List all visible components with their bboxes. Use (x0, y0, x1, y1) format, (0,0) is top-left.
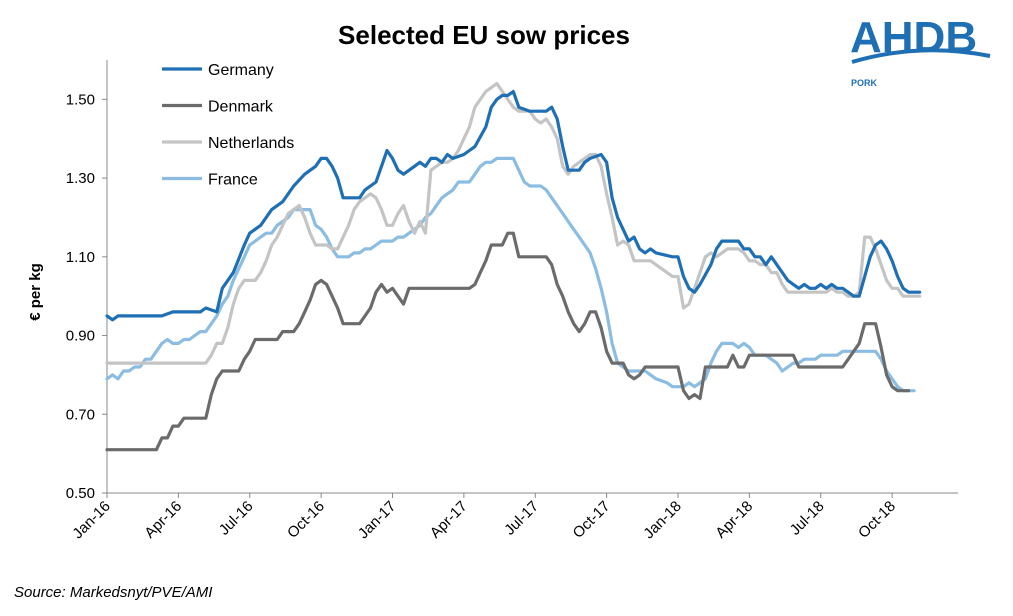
logo-text: AHDB (850, 13, 977, 62)
chart-title: Selected EU sow prices (338, 20, 630, 50)
legend-label-germany: Germany (208, 62, 274, 79)
legend-label-denmark: Denmark (208, 99, 274, 116)
series-line-denmark (105, 231, 911, 452)
x-tick-label: Jul-17 (501, 498, 542, 539)
source-note: Source: Markedsnyt/PVE/AMI (14, 584, 212, 601)
series-line-france (105, 156, 916, 393)
x-tick-label: Jul-18 (787, 498, 828, 539)
x-tick-label: Apr-16 (141, 498, 185, 542)
x-tick-label: Jan-16 (69, 498, 113, 542)
logo-subtext: PORK (851, 78, 878, 88)
x-tick-label: Jan-18 (640, 498, 684, 542)
x-tick-label: Apr-18 (712, 498, 756, 542)
y-tick-label: 1.30 (66, 170, 95, 187)
logo-swoosh (851, 48, 991, 64)
y-tick-label: 0.90 (66, 328, 95, 345)
x-tick-label: Oct-17 (570, 498, 614, 542)
x-tick-label: Apr-17 (427, 498, 471, 542)
y-tick-label: 0.70 (66, 406, 95, 423)
ahdb-logo: AHDB PORK (850, 13, 991, 88)
y-axis-label: € per kg (27, 263, 44, 321)
legend-label-netherlands: Netherlands (208, 135, 294, 152)
series-line-germany (105, 89, 922, 322)
axes: 0.50 0.70 0.90 1.10 1.30 1.50 Jan-16 Apr-16 Jul-… (66, 60, 958, 542)
x-tick-label: Oct-18 (855, 498, 899, 542)
y-tick-label: 1.50 (66, 91, 95, 108)
y-tick-label: 1.10 (66, 249, 95, 266)
legend-label-france: France (208, 172, 258, 189)
series-layer (105, 82, 922, 452)
series-line-netherlands (105, 82, 922, 365)
x-tick-label: Jul-16 (216, 498, 257, 539)
x-tick-label: Jan-17 (355, 498, 399, 542)
y-tick-label: 0.50 (66, 485, 95, 502)
x-tick-label: Oct-16 (284, 498, 328, 542)
legend: Germany Denmark Netherlands France (162, 62, 294, 189)
